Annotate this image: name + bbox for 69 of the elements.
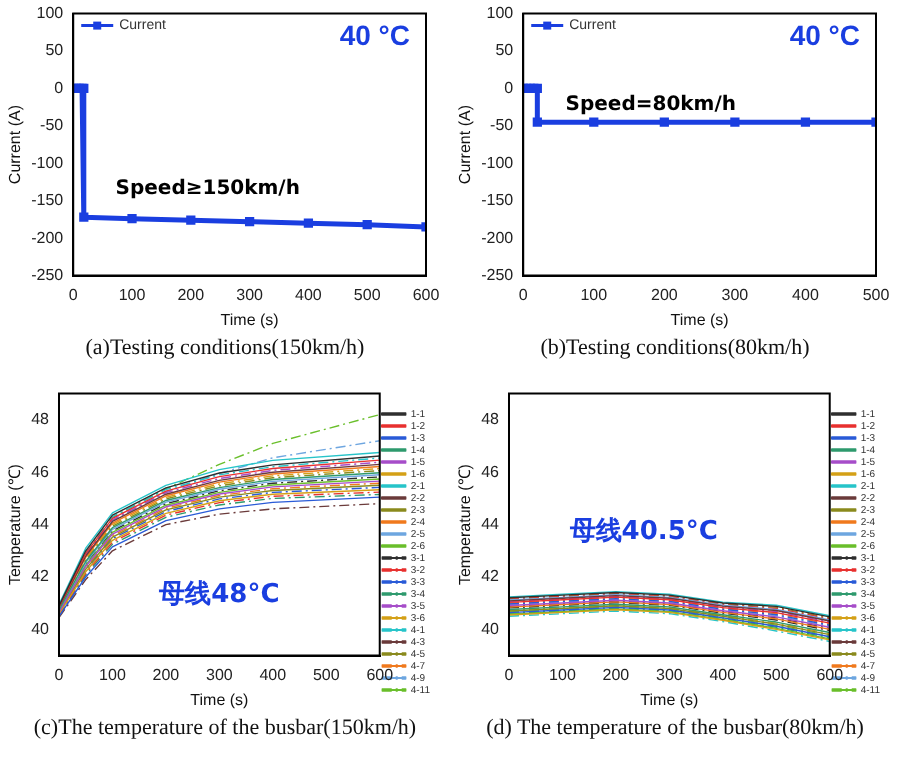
x-tick-label: 200 bbox=[602, 665, 631, 684]
y-tick-label: -200 bbox=[31, 228, 65, 247]
x-tick-label: 400 bbox=[792, 285, 820, 304]
x-tick-label: 100 bbox=[549, 665, 577, 684]
x-tick-label: 200 bbox=[177, 285, 206, 304]
y-tick-label: -50 bbox=[490, 116, 515, 135]
y-tick-label: 42 bbox=[481, 567, 501, 586]
y-axis-title: Current (A) bbox=[6, 104, 25, 185]
x-tick-label: 500 bbox=[353, 285, 382, 304]
x-tick-label: 0 bbox=[68, 285, 79, 304]
x-tick-label: 400 bbox=[295, 285, 323, 304]
x-tick-label: 600 bbox=[366, 665, 395, 684]
text: (d) The temperature of the busbar(80km/h) bbox=[484, 716, 866, 740]
x-tick-label: 400 bbox=[259, 665, 288, 684]
annotation: 母线48°C bbox=[157, 580, 280, 611]
x-axis-title: Time (s) bbox=[220, 310, 280, 329]
y-tick-label: -50 bbox=[40, 116, 65, 135]
y-tick-label: 100 bbox=[486, 4, 515, 23]
y-tick-label: 44 bbox=[481, 515, 501, 534]
text: (c)The temperature of the busbar(150km/h) bbox=[31, 716, 419, 740]
y-tick-label: 46 bbox=[31, 462, 51, 481]
y-tick-label: 42 bbox=[31, 567, 51, 586]
x-tick-label: 500 bbox=[862, 285, 891, 304]
y-tick-label: 44 bbox=[31, 515, 51, 534]
y-tick-label: 48 bbox=[481, 410, 501, 429]
x-tick-label: 500 bbox=[762, 665, 791, 684]
y-axis-title: Temperature (℃) bbox=[6, 463, 25, 586]
y-tick-label: -100 bbox=[31, 153, 65, 172]
annotation: Speed=80km/h bbox=[565, 94, 737, 117]
text: (a)Testing conditions(150km/h) bbox=[83, 336, 367, 360]
x-tick-label: 0 bbox=[518, 285, 529, 304]
chart-title: 40 °C bbox=[339, 19, 410, 52]
y-tick-label: -250 bbox=[31, 266, 65, 285]
y-tick-label: 40 bbox=[481, 619, 501, 638]
y-tick-label: 0 bbox=[504, 78, 515, 97]
y-tick-label: 100 bbox=[36, 4, 65, 23]
y-tick-label: 0 bbox=[54, 78, 65, 97]
x-tick-label: 600 bbox=[412, 285, 441, 304]
y-tick-label: 40 bbox=[31, 619, 51, 638]
y-tick-label: 50 bbox=[495, 41, 515, 60]
x-tick-label: 100 bbox=[99, 665, 127, 684]
x-tick-label: 100 bbox=[118, 285, 147, 304]
y-axis-title: Current (A) bbox=[456, 104, 475, 185]
text: (b)Testing conditions(80km/h) bbox=[538, 336, 812, 360]
y-tick-label: -250 bbox=[481, 266, 515, 285]
y-tick-label: -100 bbox=[481, 153, 515, 172]
annotation: 母线40.5°C bbox=[567, 517, 718, 548]
x-tick-label: 500 bbox=[312, 665, 341, 684]
y-tick-label: -200 bbox=[481, 228, 515, 247]
x-tick-label: 300 bbox=[236, 285, 265, 304]
chart-title: 40 °C bbox=[789, 19, 860, 52]
x-tick-label: 600 bbox=[816, 665, 845, 684]
x-tick-label: 300 bbox=[721, 285, 750, 304]
x-tick-label: 100 bbox=[580, 285, 609, 304]
annotation: Speed≥150km/h bbox=[115, 178, 300, 201]
y-tick-label: -150 bbox=[31, 191, 65, 210]
x-axis-title: Time (s) bbox=[670, 310, 730, 329]
x-tick-label: 300 bbox=[656, 665, 684, 684]
y-tick-label: 50 bbox=[45, 41, 65, 60]
y-tick-label: -150 bbox=[481, 191, 515, 210]
x-tick-label: 300 bbox=[206, 665, 234, 684]
x-tick-label: 200 bbox=[152, 665, 181, 684]
y-tick-label: 48 bbox=[31, 410, 51, 429]
x-axis-title: Time (s) bbox=[640, 690, 700, 709]
x-axis-title: Time (s) bbox=[190, 690, 250, 709]
x-tick-label: 200 bbox=[650, 285, 679, 304]
y-axis-title: Temperature (℃) bbox=[456, 463, 475, 586]
y-tick-label: 46 bbox=[481, 462, 501, 481]
x-tick-label: 400 bbox=[709, 665, 738, 684]
